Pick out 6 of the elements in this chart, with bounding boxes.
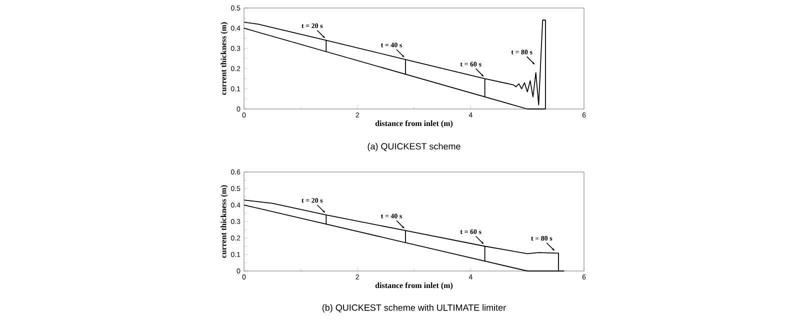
x-axis-title: distance from inlet (m): [375, 282, 453, 290]
text: (b) QUICKEST scheme with ULTIMATE limiter: [322, 304, 506, 313]
x-axis-title: distance from inlet (m): [375, 120, 453, 128]
y-axis-title: current thickness (m): [220, 185, 228, 258]
y-axis-title: current thickness (m): [220, 22, 228, 95]
text: (a) QUICKEST scheme: [368, 142, 460, 152]
